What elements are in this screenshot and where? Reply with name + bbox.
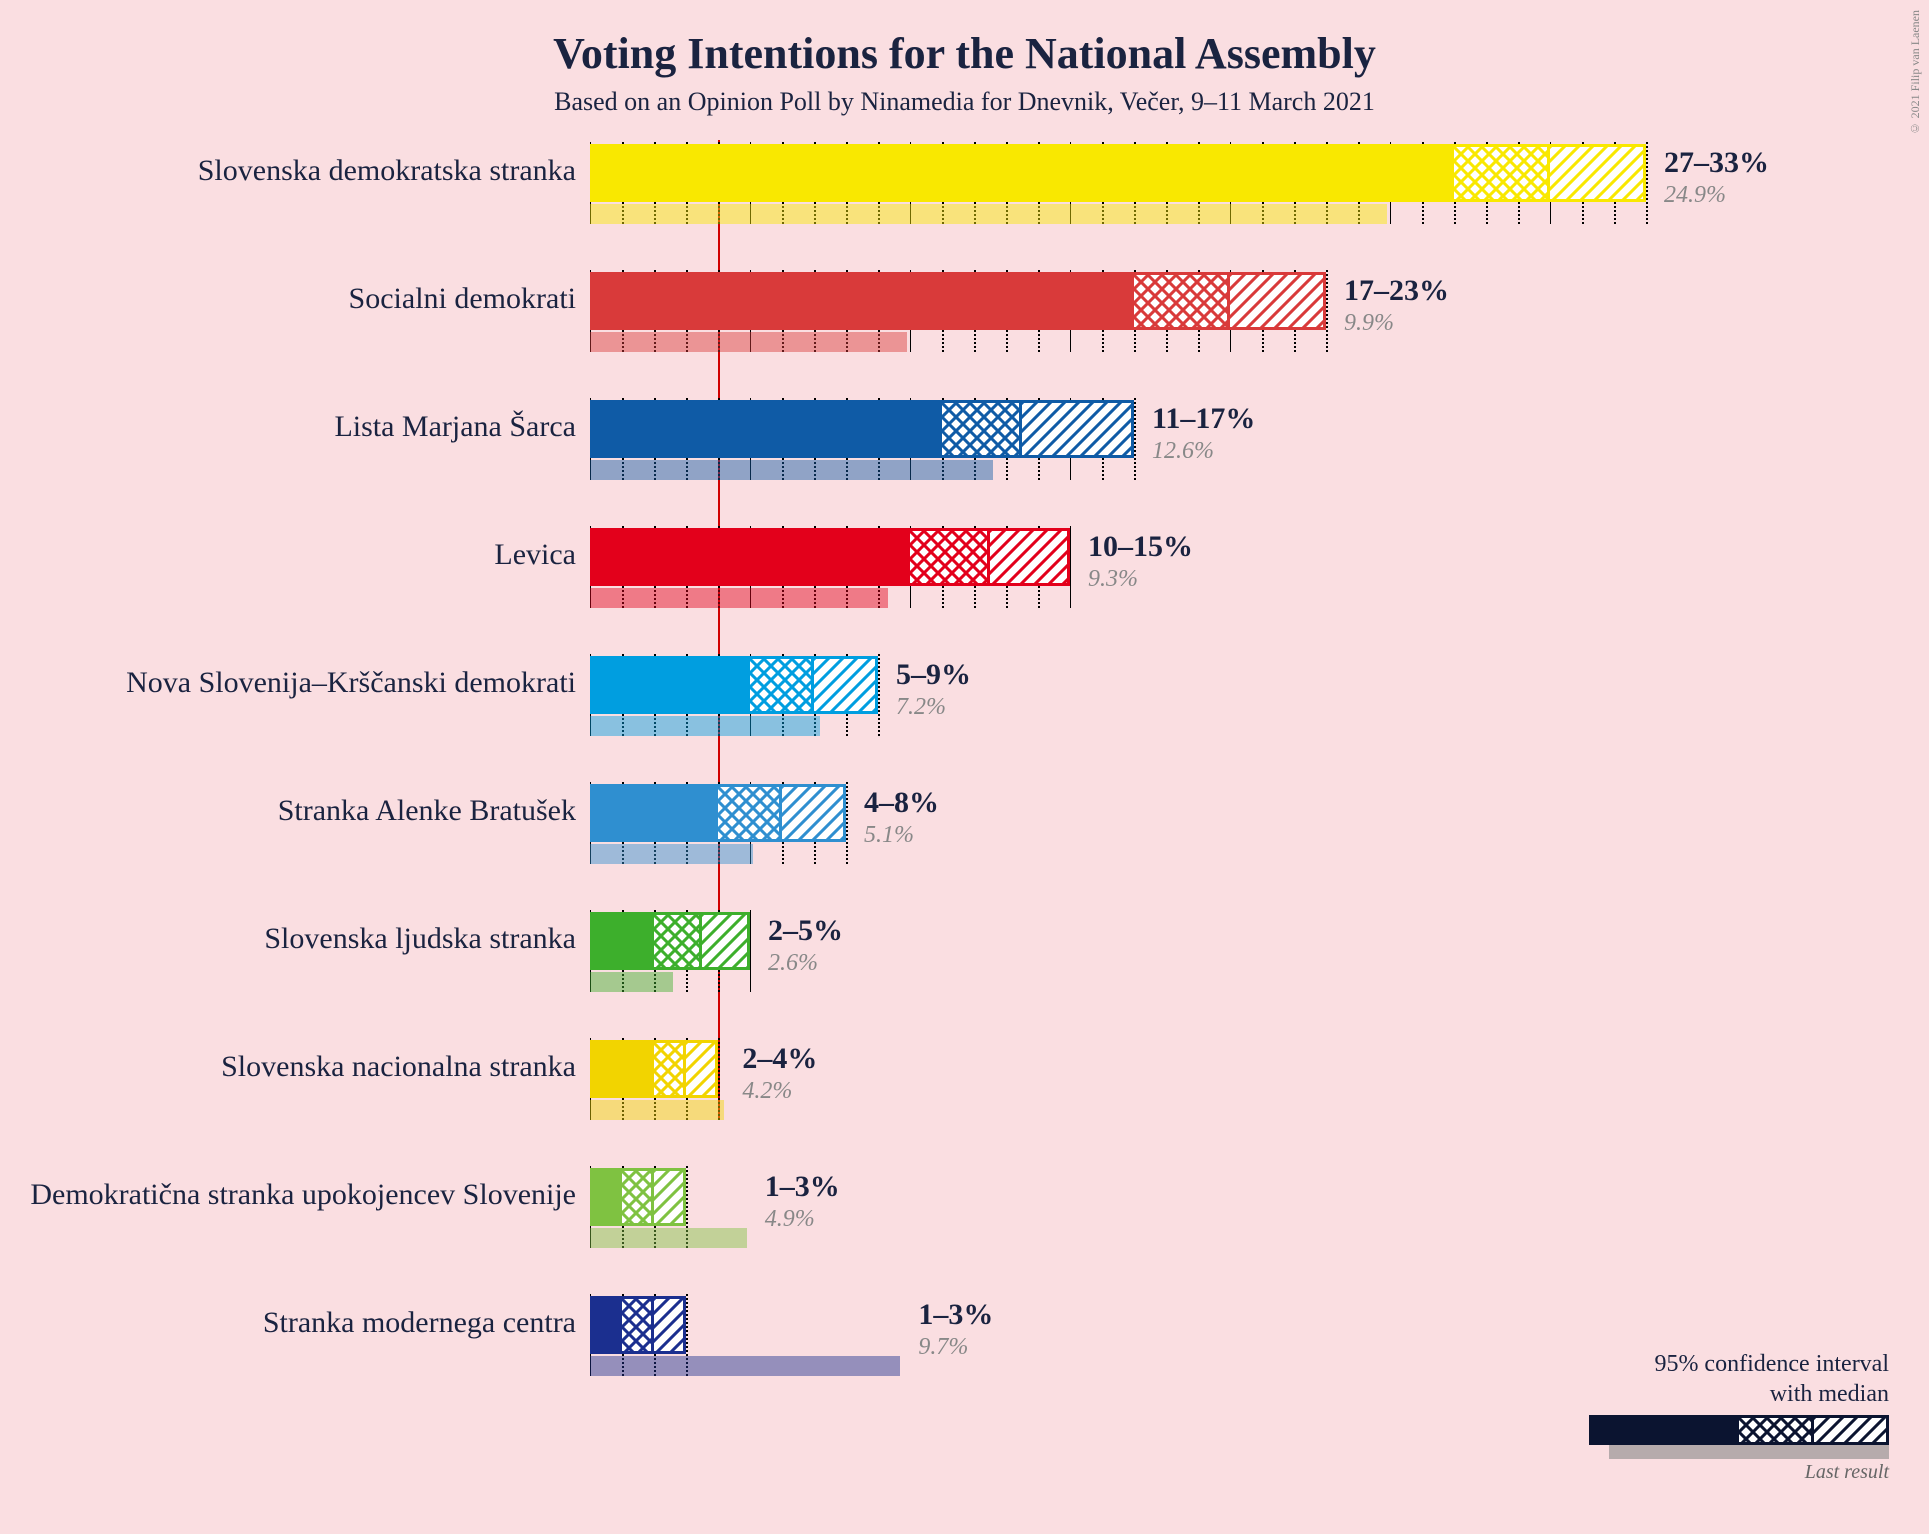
legend-last-result-bar bbox=[1549, 1445, 1889, 1459]
confidence-bar bbox=[590, 784, 846, 842]
last-result-label: 9.3% bbox=[1088, 566, 1138, 593]
party-row: Slovenska ljudska stranka 2–5%2.6% bbox=[0, 908, 1929, 1036]
last-result-bar bbox=[590, 204, 1387, 224]
last-result-label: 9.7% bbox=[918, 1334, 968, 1361]
party-label: Slovenska ljudska stranka bbox=[264, 922, 576, 956]
party-label: Socialni demokrati bbox=[349, 282, 576, 316]
party-label: Demokratična stranka upokojencev Sloveni… bbox=[30, 1178, 576, 1212]
party-row: Lista Marjana Šarca 11–17%12.6% bbox=[0, 396, 1929, 524]
last-result-label: 9.9% bbox=[1344, 310, 1394, 337]
party-label: Nova Slovenija–Krščanski demokrati bbox=[126, 666, 576, 700]
last-result-bar bbox=[590, 588, 888, 608]
party-row: Nova Slovenija–Krščanski demokrati 5–9%7.… bbox=[0, 652, 1929, 780]
range-label: 2–4% bbox=[742, 1042, 817, 1076]
confidence-bar bbox=[590, 1168, 686, 1226]
last-result-label: 5.1% bbox=[864, 822, 914, 849]
party-row: Demokratična stranka upokojencev Sloveni… bbox=[0, 1164, 1929, 1292]
last-result-bar bbox=[590, 1100, 724, 1120]
chart-title: Voting Intentions for the National Assem… bbox=[0, 0, 1929, 79]
range-label: 1–3% bbox=[918, 1298, 993, 1332]
party-row: Slovenska demokratska stranka 27–33%24.9% bbox=[0, 140, 1929, 268]
last-result-bar bbox=[590, 844, 753, 864]
party-label: Lista Marjana Šarca bbox=[334, 410, 576, 444]
range-label: 27–33% bbox=[1664, 146, 1769, 180]
party-label: Slovenska nacionalna stranka bbox=[221, 1050, 576, 1084]
party-label: Slovenska demokratska stranka bbox=[198, 154, 576, 188]
range-label: 10–15% bbox=[1088, 530, 1193, 564]
legend-confidence-bar bbox=[1589, 1415, 1889, 1445]
last-result-bar bbox=[590, 1228, 747, 1248]
last-result-bar bbox=[590, 1356, 900, 1376]
range-label: 17–23% bbox=[1344, 274, 1449, 308]
confidence-bar bbox=[590, 912, 750, 970]
last-result-label: 2.6% bbox=[768, 950, 818, 977]
confidence-bar bbox=[590, 272, 1326, 330]
party-label: Levica bbox=[494, 538, 576, 572]
confidence-bar bbox=[590, 144, 1646, 202]
poll-bar-chart: Slovenska demokratska stranka 27–33%24.9%… bbox=[0, 140, 1929, 1420]
confidence-bar bbox=[590, 1296, 686, 1354]
last-result-label: 24.9% bbox=[1664, 182, 1726, 209]
party-row: Slovenska nacionalna stranka 2–4%4.2% bbox=[0, 1036, 1929, 1164]
confidence-bar bbox=[590, 528, 1070, 586]
confidence-bar bbox=[590, 656, 878, 714]
last-result-label: 4.9% bbox=[765, 1206, 815, 1233]
range-label: 11–17% bbox=[1152, 402, 1255, 436]
party-row: Levica 10–15%9.3% bbox=[0, 524, 1929, 652]
chart-subtitle: Based on an Opinion Poll by Ninamedia fo… bbox=[0, 79, 1929, 137]
last-result-bar bbox=[590, 972, 673, 992]
confidence-bar bbox=[590, 400, 1134, 458]
party-label: Stranka Alenke Bratušek bbox=[278, 794, 576, 828]
legend: 95% confidence interval with median Last… bbox=[1549, 1349, 1889, 1484]
legend-title-line-2: with median bbox=[1549, 1379, 1889, 1409]
party-row: Stranka Alenke Bratušek 4–8%5.1% bbox=[0, 780, 1929, 908]
last-result-label: 12.6% bbox=[1152, 438, 1214, 465]
range-label: 5–9% bbox=[896, 658, 971, 692]
range-label: 4–8% bbox=[864, 786, 939, 820]
confidence-bar bbox=[590, 1040, 718, 1098]
last-result-label: 4.2% bbox=[742, 1078, 792, 1105]
last-result-label: 7.2% bbox=[896, 694, 946, 721]
legend-last-result-label: Last result bbox=[1549, 1461, 1889, 1484]
party-row: Socialni demokrati 17–23%9.9% bbox=[0, 268, 1929, 396]
last-result-bar bbox=[590, 716, 820, 736]
legend-title-line-1: 95% confidence interval bbox=[1549, 1349, 1889, 1379]
range-label: 1–3% bbox=[765, 1170, 840, 1204]
last-result-bar bbox=[590, 332, 907, 352]
range-label: 2–5% bbox=[768, 914, 843, 948]
party-label: Stranka modernega centra bbox=[263, 1306, 576, 1340]
last-result-bar bbox=[590, 460, 993, 480]
copyright-label: © 2021 Filip van Laenen bbox=[1908, 10, 1923, 135]
